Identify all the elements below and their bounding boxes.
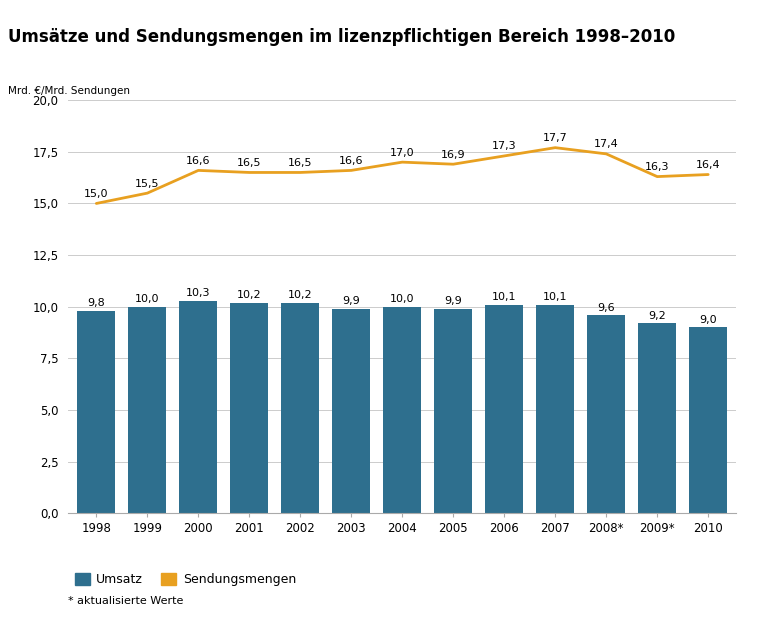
Text: 16,5: 16,5 xyxy=(237,158,262,168)
Bar xyxy=(128,307,166,513)
Bar xyxy=(230,302,269,513)
Text: 16,9: 16,9 xyxy=(441,150,465,160)
Text: Mrd. €/Mrd. Sendungen: Mrd. €/Mrd. Sendungen xyxy=(8,86,131,96)
Bar xyxy=(179,300,217,513)
Bar xyxy=(281,302,320,513)
Text: 17,4: 17,4 xyxy=(594,140,619,150)
Text: 9,0: 9,0 xyxy=(699,315,717,325)
Bar xyxy=(332,309,370,513)
Text: 16,6: 16,6 xyxy=(186,156,210,166)
Text: 10,2: 10,2 xyxy=(288,290,313,300)
Text: 10,3: 10,3 xyxy=(186,288,210,298)
Bar xyxy=(485,305,524,513)
Text: 9,2: 9,2 xyxy=(648,310,666,321)
Text: 10,1: 10,1 xyxy=(543,292,568,302)
Text: 10,0: 10,0 xyxy=(135,294,159,304)
Text: 10,2: 10,2 xyxy=(237,290,262,300)
Text: 10,1: 10,1 xyxy=(492,292,516,302)
Text: 9,8: 9,8 xyxy=(87,299,106,309)
Text: 16,6: 16,6 xyxy=(339,156,364,166)
Text: 16,5: 16,5 xyxy=(288,158,313,168)
Bar xyxy=(536,305,575,513)
Bar xyxy=(587,315,625,513)
Text: 10,0: 10,0 xyxy=(390,294,414,304)
Text: 16,4: 16,4 xyxy=(696,160,720,170)
Text: 15,5: 15,5 xyxy=(135,178,159,188)
Text: 9,6: 9,6 xyxy=(597,302,615,312)
Text: 9,9: 9,9 xyxy=(342,296,361,306)
Text: * aktualisierte Werte: * aktualisierte Werte xyxy=(68,596,184,606)
Text: 17,7: 17,7 xyxy=(543,133,568,143)
Bar xyxy=(77,311,115,513)
Text: 16,3: 16,3 xyxy=(645,162,669,172)
Text: 9,9: 9,9 xyxy=(444,296,462,306)
Text: 15,0: 15,0 xyxy=(84,189,109,199)
Text: 17,3: 17,3 xyxy=(492,141,517,151)
Text: Umsätze und Sendungsmengen im lizenzpflichtigen Bereich 1998–2010: Umsätze und Sendungsmengen im lizenzpfli… xyxy=(8,28,676,46)
Bar xyxy=(434,309,472,513)
Text: 17,0: 17,0 xyxy=(390,148,414,158)
Bar xyxy=(689,327,727,513)
Bar xyxy=(383,307,421,513)
Bar xyxy=(638,323,676,513)
Legend: Umsatz, Sendungsmengen: Umsatz, Sendungsmengen xyxy=(74,573,296,587)
